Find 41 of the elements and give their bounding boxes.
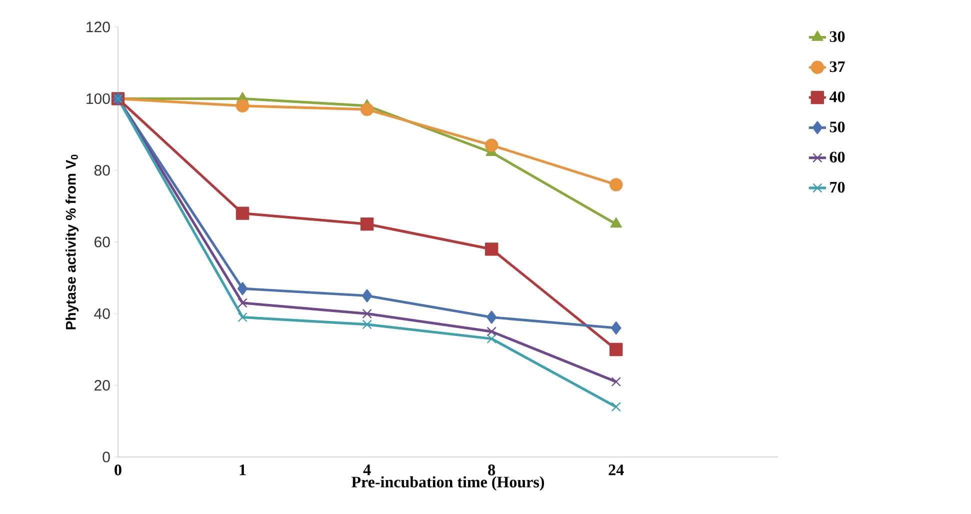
legend-label: 40 xyxy=(829,91,845,102)
legend-label: 70 xyxy=(830,182,845,193)
point xyxy=(362,308,372,319)
x-axis-title: Pre-incubation time (Hours) xyxy=(352,476,544,491)
point xyxy=(486,310,497,324)
y-tick-label: 40 xyxy=(94,308,110,319)
point xyxy=(362,320,372,330)
y-tick-label: 120 xyxy=(86,22,110,32)
point xyxy=(486,326,496,336)
legend-label: 50 xyxy=(830,122,845,132)
point xyxy=(611,402,621,412)
y-tick-label: 100 xyxy=(86,93,110,104)
point xyxy=(484,242,498,256)
point xyxy=(236,206,250,220)
x-tick-label: 24 xyxy=(608,464,624,476)
point xyxy=(360,102,374,116)
x-tick-label: 8 xyxy=(488,464,496,476)
y-tick-label: 80 xyxy=(94,165,110,176)
legend-label: 30 xyxy=(830,31,845,42)
point xyxy=(238,312,248,322)
point xyxy=(611,321,622,335)
x-tick-label: 1 xyxy=(240,464,246,476)
point xyxy=(237,282,248,296)
point xyxy=(484,138,498,152)
point xyxy=(238,298,248,308)
point xyxy=(236,99,250,112)
point xyxy=(360,217,374,231)
point xyxy=(610,178,623,192)
y-tick-label: 20 xyxy=(94,380,110,391)
legend-label: 37 xyxy=(830,61,845,72)
y-tick-label: 0 xyxy=(102,452,110,462)
x-tick-label: 0 xyxy=(114,464,122,476)
point xyxy=(610,342,623,356)
y-axis-title: Phytase activity % from V$_{0}$ xyxy=(66,154,79,330)
legend-label: 60 xyxy=(830,152,845,163)
x-tick-label: 4 xyxy=(363,464,371,476)
point xyxy=(611,376,621,387)
point xyxy=(486,334,496,344)
y-tick-label: 60 xyxy=(94,236,110,248)
point xyxy=(610,217,622,228)
point xyxy=(362,289,372,302)
